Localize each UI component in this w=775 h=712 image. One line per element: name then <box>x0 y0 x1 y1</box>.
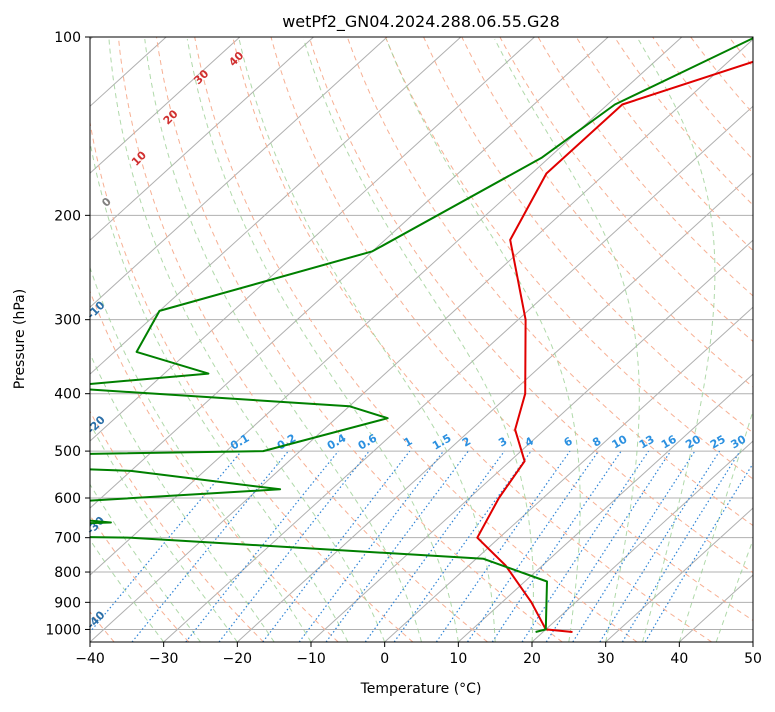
y-tick-label: 600 <box>54 491 81 507</box>
isotherm-line <box>0 37 387 642</box>
y-tick-label: 900 <box>54 595 81 611</box>
dry-adiabat-line <box>576 37 775 642</box>
mixing-ratio-label: 25 <box>708 433 728 452</box>
isotherm-line <box>753 37 775 642</box>
mixing-ratio-label: 3 <box>496 435 509 450</box>
mixing-ratio-line <box>82 451 242 642</box>
mixing-ratio-line <box>436 451 570 642</box>
chart-title: wetPf2_GN04.2024.288.06.55.G28 <box>282 12 560 32</box>
x-tick-label: 30 <box>597 651 615 667</box>
mixing-ratio-line <box>600 451 720 642</box>
dry-adiabat-line <box>0 37 189 642</box>
dry-adiabat-label: 20 <box>161 107 181 127</box>
dry-adiabat-line <box>500 37 775 642</box>
moist-adiabat-line <box>26 39 274 642</box>
y-tick-label: 200 <box>54 208 81 224</box>
mixing-ratio-line <box>645 451 761 642</box>
dry-adiabat-label: 30 <box>191 67 211 87</box>
mixing-ratio-line <box>365 451 504 642</box>
x-tick-label: −30 <box>149 651 179 667</box>
y-tick-label: 800 <box>54 565 81 581</box>
isotherm-line <box>0 37 461 642</box>
y-tick-label: 700 <box>54 531 81 547</box>
mixing-ratio-line <box>299 451 443 642</box>
isotherm-line <box>385 37 775 642</box>
dry-adiabat-line <box>538 37 775 642</box>
y-tick-label: 500 <box>54 444 81 460</box>
x-tick-label: 0 <box>380 651 389 667</box>
isotherm-line <box>458 37 775 642</box>
dry-adiabat-line <box>386 37 775 642</box>
dry-adiabat-label: 0 <box>99 195 114 210</box>
mixing-ratio-line <box>622 451 740 642</box>
isotherm-line <box>0 37 608 642</box>
dry-adiabat-label: -40 <box>84 608 107 631</box>
dry-adiabat-line <box>118 37 487 642</box>
x-tick-label: 10 <box>449 651 467 667</box>
y-tick-label: 100 <box>54 30 81 46</box>
dry-adiabat-line <box>729 37 775 642</box>
x-tick-label: 50 <box>744 651 762 667</box>
x-axis-ticks: −40 −30 −20 −10 0 10 20 30 40 50 <box>75 642 762 667</box>
dry-adiabat-label: -20 <box>85 413 108 436</box>
isotherm-line <box>237 37 775 642</box>
x-tick-label: −10 <box>296 651 326 667</box>
isotherm-line <box>532 37 775 642</box>
isotherm-line <box>164 37 775 642</box>
isotherm-line <box>0 37 535 642</box>
moist-adiabat-line <box>753 39 775 642</box>
dry-adiabat-line <box>653 37 775 642</box>
mixing-ratio-label: 8 <box>590 435 603 450</box>
mixing-ratio-line <box>326 451 468 642</box>
moist-adiabat-line <box>386 39 580 642</box>
y-tick-label: 300 <box>54 313 81 329</box>
moist-adiabat-line <box>78 39 348 642</box>
isotherm-line <box>679 37 775 642</box>
dry-adiabat-label: -10 <box>84 298 107 321</box>
x-tick-label: 40 <box>670 651 688 667</box>
y-tick-label: 400 <box>54 387 81 403</box>
isotherm-line <box>606 37 775 642</box>
x-tick-label: −40 <box>75 651 105 667</box>
moist-adiabat-line <box>187 39 458 642</box>
moist-adiabat-line <box>109 39 385 642</box>
isotherm-line <box>90 37 756 642</box>
x-axis-label: Temperature (°C) <box>360 681 482 697</box>
moist-adiabat-line <box>2 39 237 642</box>
dry-adiabat-label: -30 <box>84 514 107 537</box>
y-tick-label: 1000 <box>45 622 81 638</box>
x-tick-label: 20 <box>523 651 541 667</box>
y-axis-label: Pressure (hPa) <box>12 289 28 389</box>
dry-adiabat-line <box>691 37 775 642</box>
mixing-ratio-label: 16 <box>659 432 679 451</box>
dry-adiabat-line <box>614 37 775 642</box>
mixing-ratio-line <box>546 451 670 642</box>
background-lines <box>0 37 775 642</box>
dry-adiabat-label: 40 <box>226 49 246 69</box>
dewpoint-profile-line <box>0 37 755 632</box>
dry-adiabat-line <box>767 37 775 642</box>
mixing-ratio-label: 1 <box>401 435 414 450</box>
moist-adiabat-line <box>145 39 422 642</box>
isotherm-line <box>0 37 314 642</box>
mixing-ratio-label: 1.5 <box>430 432 453 453</box>
mixing-ratio-label: 6 <box>562 434 575 449</box>
dry-adiabat-label: 10 <box>129 148 149 168</box>
isotherm-line <box>0 37 240 642</box>
moist-adiabat-line <box>495 39 640 642</box>
y-axis-ticks: 100 200 300 400 500 600 700 800 900 1000 <box>45 30 90 638</box>
x-tick-label: −20 <box>223 651 253 667</box>
